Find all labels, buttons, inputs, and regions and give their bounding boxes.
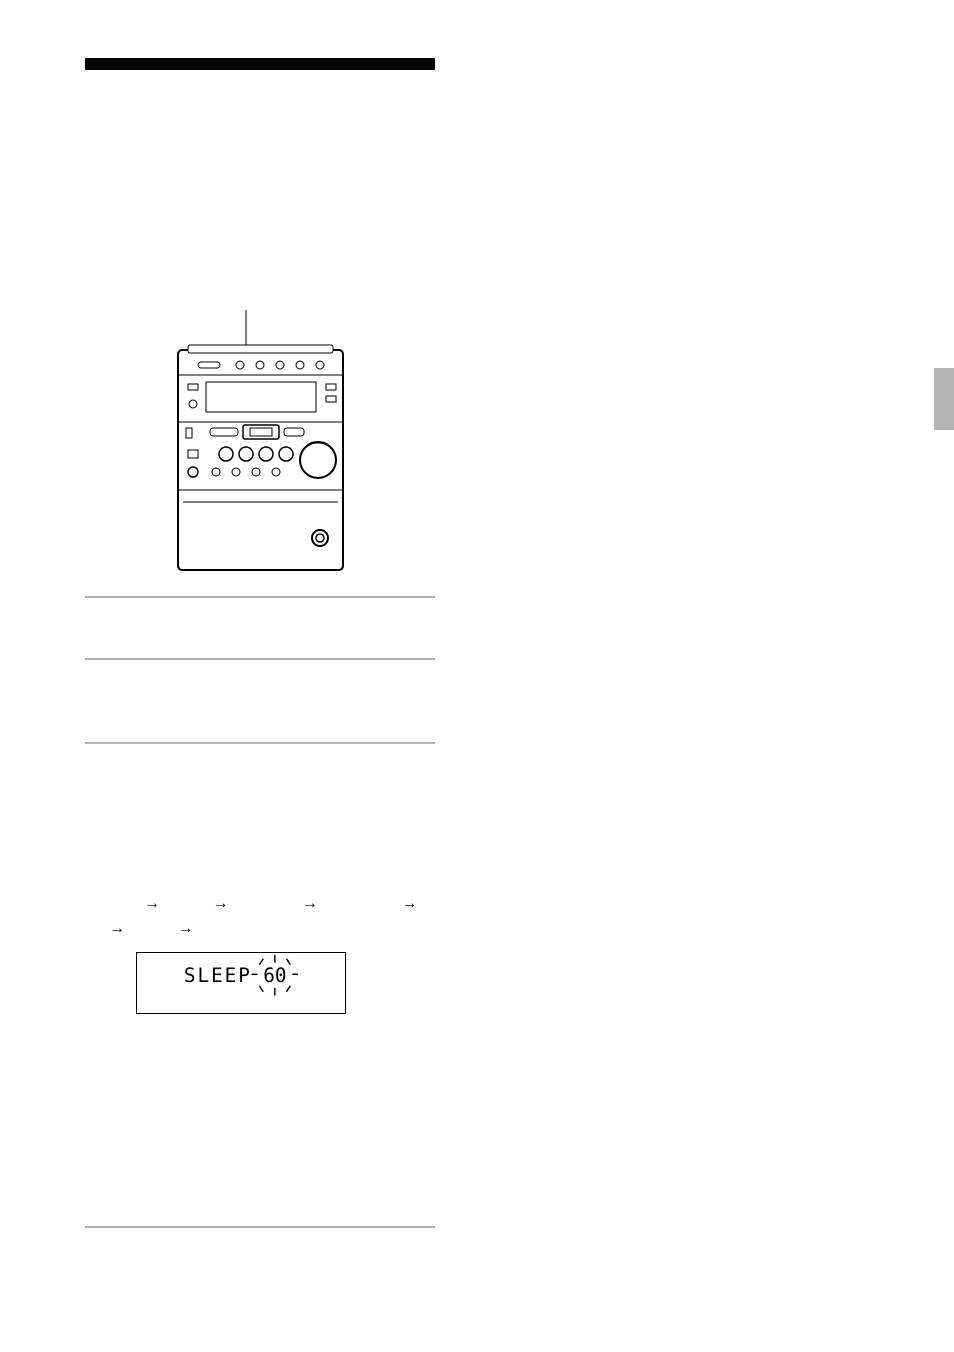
lcd-sleep-label: SLEEP [184,964,252,987]
right-arrow-icon: → [401,895,417,913]
separator-line [85,742,435,744]
section-header-bar [85,58,435,70]
right-arrow-icon: → [212,895,228,913]
arrow-sequence-row: → → → → [120,895,441,913]
lcd-contents: SLEEP 60 [137,953,345,1013]
lcd-sleep-value: 60 [263,964,286,987]
separator-line [85,596,435,598]
device-illustration [168,310,353,575]
separator-line [85,658,435,660]
right-arrow-icon: → [302,895,318,913]
page-edge-tab [934,368,954,430]
right-arrow-icon: → [144,895,160,913]
separator-line [85,1226,435,1228]
right-arrow-icon: → [177,920,193,938]
arrow-sequence-row: → → [85,920,217,938]
right-arrow-icon: → [109,920,125,938]
lcd-display-illustration: SLEEP 60 [136,952,346,1014]
